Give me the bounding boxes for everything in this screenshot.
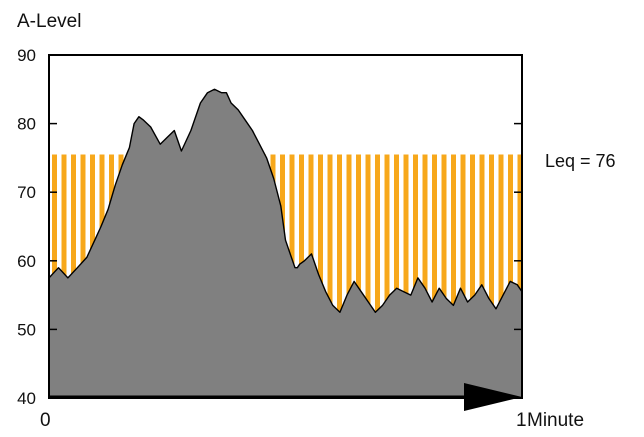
leq-stripe bbox=[451, 154, 456, 398]
y-tick-label: 70 bbox=[17, 183, 36, 202]
x-start-label: 0 bbox=[40, 410, 51, 431]
y-tick-label: 90 bbox=[17, 46, 36, 65]
y-tick-label: 50 bbox=[17, 320, 36, 339]
leq-stripe bbox=[327, 154, 333, 398]
leq-stripe bbox=[422, 154, 428, 398]
leq-stripe bbox=[356, 154, 361, 398]
leq-stripe bbox=[384, 154, 390, 398]
y-tick-label: 40 bbox=[17, 389, 36, 408]
x-axis-title: Minute bbox=[527, 410, 584, 431]
leq-stripe bbox=[432, 154, 437, 398]
y-tick-label: 80 bbox=[17, 115, 36, 134]
time-arrow-icon bbox=[464, 383, 522, 411]
leq-stripe bbox=[337, 154, 342, 398]
leq-stripe bbox=[403, 154, 409, 398]
leq-stripe bbox=[489, 154, 494, 398]
x-end-value: 1 bbox=[516, 410, 527, 431]
y-axis-title: A-Level bbox=[17, 11, 81, 32]
leq-stripe bbox=[413, 154, 418, 398]
leq-stripe bbox=[441, 154, 447, 398]
leq-stripe bbox=[318, 154, 323, 398]
leq-stripe bbox=[375, 154, 380, 398]
leq-stripe bbox=[394, 154, 399, 398]
leq-stripe bbox=[365, 154, 371, 398]
leq-stripe bbox=[346, 154, 352, 398]
leq-stripe bbox=[498, 154, 504, 398]
leq-annotation: Leq = 76 bbox=[545, 151, 616, 171]
leq-stripe bbox=[470, 154, 475, 398]
y-tick-label: 60 bbox=[17, 252, 36, 271]
y-axis-ticks: 40 50 60 70 80 90 bbox=[17, 46, 522, 408]
leq-stripe bbox=[479, 154, 485, 398]
leq-stripe bbox=[508, 154, 513, 398]
leq-stripe bbox=[517, 154, 522, 398]
level-area-series bbox=[48, 88, 523, 399]
leq-stripe bbox=[460, 154, 466, 398]
